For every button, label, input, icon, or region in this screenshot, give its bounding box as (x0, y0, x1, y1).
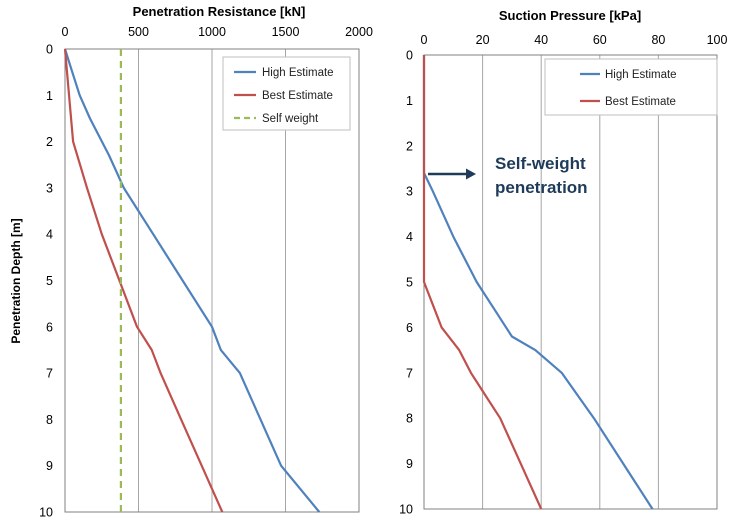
left-y-tick-label: 5 (46, 274, 53, 288)
left-legend-label: High Estimate (262, 67, 334, 79)
left-x-tick-label: 1500 (272, 25, 300, 39)
right-y-tick-label: 3 (406, 185, 413, 199)
left-y-tick-label: 2 (46, 135, 53, 149)
left-legend-label: Self weight (262, 113, 319, 125)
right-y-tick-label: 8 (406, 412, 413, 426)
left-y-tick-label: 3 (46, 181, 53, 195)
right-series-line (422, 55, 654, 510)
right-series-line (422, 55, 543, 510)
left-y-tick-label: 6 (46, 320, 53, 334)
right-x-tick-label: 20 (476, 33, 490, 47)
left-y-tick-label: 1 (46, 89, 53, 103)
right-y-tick-label: 10 (399, 503, 413, 517)
left-plot-frame (64, 48, 360, 513)
right-legend-box (544, 58, 718, 116)
right-y-tick-label: 1 (406, 94, 413, 108)
right-chart-title: Suction Pressure [kPa] (499, 8, 641, 23)
penetration-resistance-chart: Penetration Resistance [kN] Penetration … (9, 4, 373, 520)
right-legend-label: Best Estimate (605, 96, 676, 108)
suction-pressure-chart: Suction Pressure [kPa] 0 20 40 60 80 100 0 1 2 3… (399, 8, 727, 517)
left-y-tick-label: 0 (46, 43, 53, 57)
left-y-tick-label: 10 (39, 506, 53, 520)
annotation-arrow-head (466, 168, 476, 180)
right-y-tick-label: 0 (406, 49, 413, 63)
right-x-tick-label: 100 (707, 33, 728, 47)
left-y-tick-label: 9 (46, 459, 53, 473)
right-y-tick-label: 2 (406, 139, 413, 153)
left-x-tick-label: 1000 (198, 25, 226, 39)
right-x-tick-label: 40 (534, 33, 548, 47)
right-y-tick-label: 9 (406, 457, 413, 471)
right-plot-frame (423, 54, 718, 510)
left-y-tick-label: 7 (46, 367, 53, 381)
right-x-tick-label: 0 (421, 33, 428, 47)
right-y-tick-label: 5 (406, 276, 413, 290)
self-weight-annotation: Self-weight penetration (428, 154, 588, 197)
left-y-tick-label: 4 (46, 228, 53, 242)
right-x-tick-label: 60 (593, 33, 607, 47)
annotation-text-line1: Self-weight (495, 154, 586, 173)
left-chart-title: Penetration Resistance [kN] (133, 4, 306, 19)
left-chart-y-axis-label: Penetration Depth [m] (9, 218, 23, 343)
left-legend: High Estimate Best Estimate Self weight (222, 56, 351, 131)
right-legend-label: High Estimate (605, 69, 677, 81)
left-x-tick-label: 0 (62, 25, 69, 39)
right-x-tick-label: 80 (651, 33, 665, 47)
left-x-tick-label: 2000 (345, 25, 373, 39)
annotation-text-line2: penetration (495, 178, 588, 197)
left-series-line (63, 48, 224, 513)
left-x-tick-label: 500 (128, 25, 149, 39)
right-legend: High Estimate Best Estimate (544, 58, 718, 116)
left-legend-label: Best Estimate (262, 90, 333, 102)
left-series-line (63, 48, 321, 513)
left-y-tick-label: 8 (46, 413, 53, 427)
right-y-tick-label: 6 (406, 321, 413, 335)
right-y-tick-label: 7 (406, 366, 413, 380)
right-y-tick-label: 4 (406, 230, 413, 244)
